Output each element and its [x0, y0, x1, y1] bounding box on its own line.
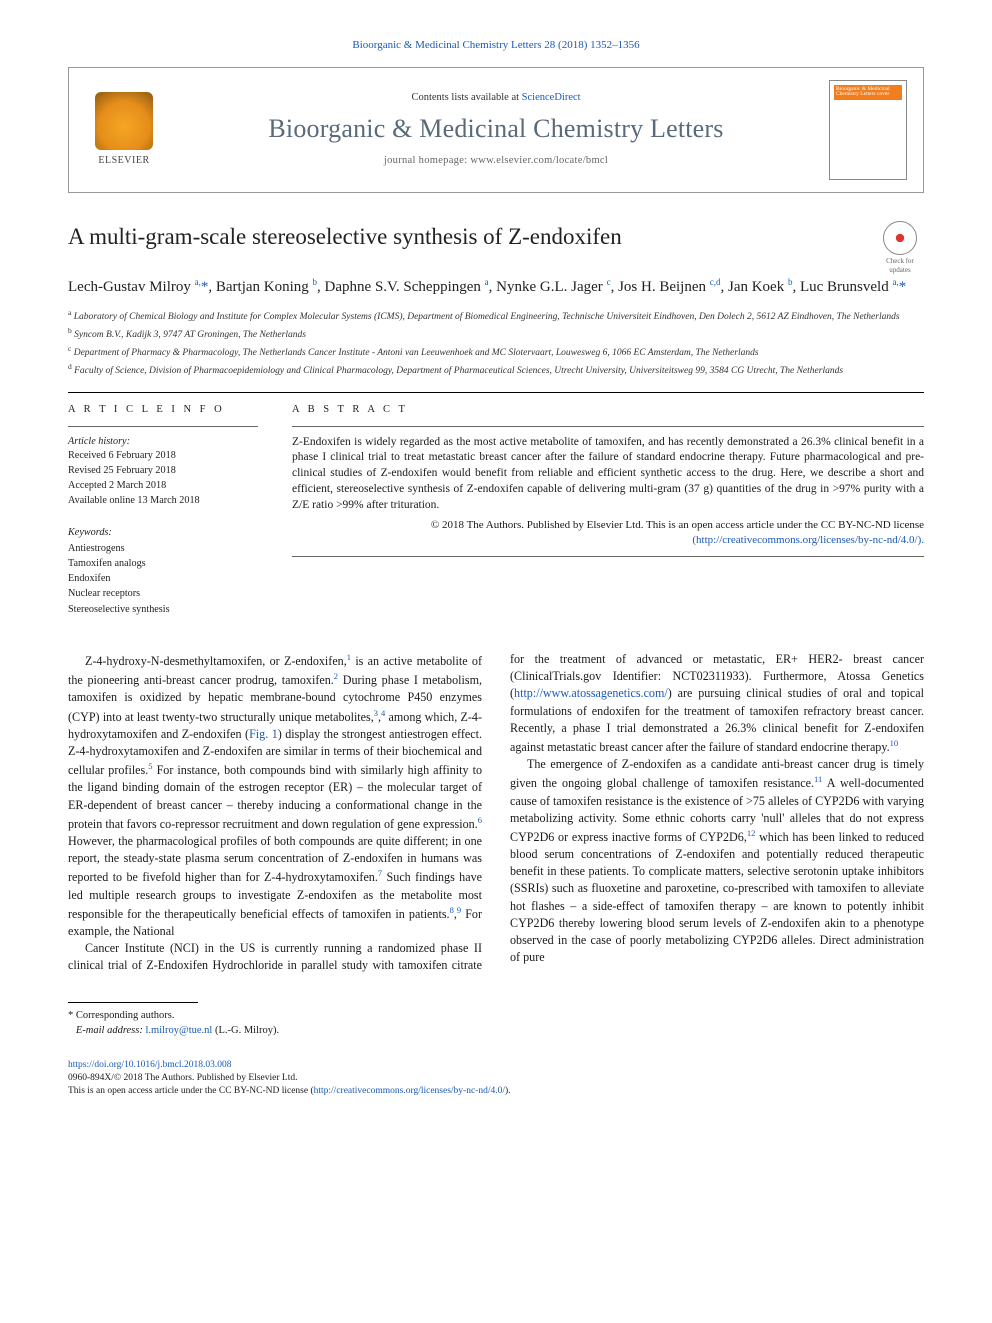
affiliation: a Laboratory of Chemical Biology and Ins…	[68, 308, 924, 324]
keywords-label: Keywords:	[68, 527, 112, 538]
doi-link[interactable]: https://doi.org/10.1016/j.bmcl.2018.03.0…	[68, 1060, 231, 1070]
elsevier-tree-icon	[95, 92, 153, 150]
corresponding-email[interactable]: l.milroy@tue.nl	[145, 1025, 212, 1036]
figure-ref[interactable]: Fig. 1	[249, 727, 278, 741]
abstract-text: Z-Endoxifen is widely regarded as the mo…	[292, 435, 924, 514]
affiliation: c Department of Pharmacy & Pharmacology,…	[68, 344, 924, 360]
email-label: E-mail address:	[76, 1025, 143, 1036]
journal-name: Bioorganic & Medicinal Chemistry Letters	[181, 111, 811, 146]
contents-prefix: Contents lists available at	[411, 92, 521, 103]
contents-available: Contents lists available at ScienceDirec…	[181, 91, 811, 105]
issn-line: 0960-894X/© 2018 The Authors. Published …	[68, 1073, 297, 1083]
publisher-logo: ELSEVIER	[85, 92, 163, 168]
footer-license-text: This is an open access article under the…	[68, 1086, 314, 1096]
star-icon: *	[68, 1010, 73, 1021]
journal-cover-thumbnail: Bioorganic & Medicinal Chemistry Letters…	[829, 80, 907, 180]
author-list: Lech-Gustav Milroy a,*, Bartjan Koning b…	[68, 276, 924, 299]
sciencedirect-link[interactable]: ScienceDirect	[522, 92, 581, 103]
publisher-name: ELSEVIER	[98, 154, 149, 168]
crossmark-label: Check for updates	[876, 257, 924, 276]
license-link[interactable]: (http://creativecommons.org/licenses/by-…	[692, 534, 924, 546]
abstract-heading: A B S T R A C T	[292, 403, 924, 417]
history-label: Article history:	[68, 436, 130, 447]
copyright-text: © 2018 The Authors. Published by Elsevie…	[431, 519, 924, 531]
keywords-block: Keywords: AntiestrogensTamoxifen analogs…	[68, 525, 258, 617]
affiliation: b Syncom B.V., Kadijk 3, 9747 AT Groning…	[68, 326, 924, 342]
homepage-url[interactable]: www.elsevier.com/locate/bmcl	[470, 155, 608, 166]
article-body: Z-4-hydroxy-N-desmethyltamoxifen, or Z-e…	[68, 651, 924, 974]
affiliation: d Faculty of Science, Division of Pharma…	[68, 362, 924, 378]
body-paragraph: The emergence of Z-endoxifen as a candid…	[510, 756, 924, 966]
page-footer: https://doi.org/10.1016/j.bmcl.2018.03.0…	[68, 1059, 924, 1099]
abstract-copyright: © 2018 The Authors. Published by Elsevie…	[292, 518, 924, 548]
footer-license-close: ).	[505, 1086, 511, 1096]
journal-homepage: journal homepage: www.elsevier.com/locat…	[181, 154, 811, 168]
footnotes: * Corresponding authors. E-mail address:…	[68, 1009, 924, 1038]
cover-thumb-label: Bioorganic & Medicinal Chemistry Letters…	[834, 85, 902, 100]
article-history: Article history: Received 6 February 201…	[68, 435, 258, 509]
crossmark-icon	[883, 221, 917, 255]
body-paragraph: Z-4-hydroxy-N-desmethyltamoxifen, or Z-e…	[68, 651, 482, 940]
email-suffix: (L.-G. Milroy).	[215, 1025, 279, 1036]
corresponding-note: Corresponding authors.	[76, 1010, 175, 1021]
top-citation: Bioorganic & Medicinal Chemistry Letters…	[68, 38, 924, 53]
article-info-heading: A R T I C L E I N F O	[68, 403, 258, 417]
footer-license-link[interactable]: http://creativecommons.org/licenses/by-n…	[314, 1086, 505, 1096]
journal-header: ELSEVIER Contents lists available at Sci…	[68, 67, 924, 193]
article-title: A multi-gram-scale stereoselective synth…	[68, 221, 876, 252]
external-url[interactable]: http://www.atossagenetics.com/	[514, 686, 668, 700]
homepage-prefix: journal homepage:	[384, 155, 470, 166]
crossmark-badge[interactable]: Check for updates	[876, 221, 924, 276]
